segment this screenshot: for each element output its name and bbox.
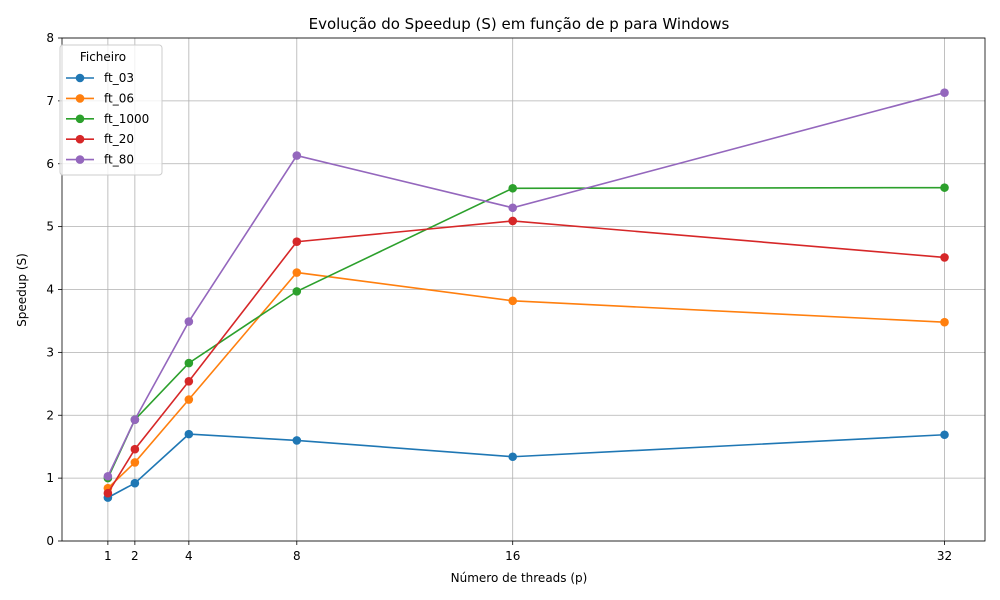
y-tick-label: 1 [46,471,54,485]
data-point-ft_03 [508,452,518,462]
y-tick-label: 5 [46,220,54,234]
data-point-ft_03 [292,436,302,445]
data-point-ft_80 [940,88,949,98]
data-point-ft_03 [130,478,140,488]
data-point-ft_80 [130,415,140,424]
legend-label-ft_03: ft_03 [104,71,134,85]
data-point-ft_20 [292,237,302,247]
data-point-ft_80 [103,471,113,481]
series [103,88,949,502]
x-tick-label: 8 [293,549,301,563]
legend-title: Ficheiro [80,50,126,64]
data-point-ft_06 [292,268,302,277]
y-tick-label: 4 [46,283,54,297]
data-point-ft_20 [508,216,518,226]
series-line-ft_20 [107,220,945,494]
data-point-ft_80 [508,203,518,213]
x-tick-label: 32 [937,549,952,563]
data-point-ft_1000 [940,183,949,192]
y-tick-label: 8 [46,31,54,45]
series-ft_06 [103,268,949,493]
data-point-ft_20 [184,376,194,386]
legend-marker-ft_03 [75,73,85,83]
legend-marker-ft_1000 [75,114,85,124]
axes: 1 2 4 8 16 32 0 1 2 3 4 5 6 7 8 [46,31,952,563]
data-point-ft_06 [184,395,194,404]
series-ft_03 [103,429,949,502]
x-axis-label: Número de threads (p) [451,571,588,585]
legend-marker-ft_80 [75,155,85,164]
series-line-ft_80 [107,91,945,477]
data-point-ft_06 [130,458,140,467]
data-point-ft_06 [940,317,949,327]
data-point-ft_80 [292,151,302,160]
legend: Ficheiro ft_03 ft_06 ft_1000 ft_20 ft_80 [59,44,163,176]
data-point-ft_80 [184,317,194,326]
x-tick-label: 2 [131,549,139,563]
legend-label-ft_80: ft_80 [104,153,134,167]
y-tick-label: 7 [46,94,54,108]
data-point-ft_1000 [184,358,194,368]
series-ft_80 [103,88,949,481]
series-line-ft_03 [107,433,945,499]
x-tick-label: 4 [185,549,193,563]
data-point-ft_20 [940,253,949,262]
y-tick-label: 0 [46,534,54,548]
y-axis-label: Speedup (S) [15,253,29,327]
legend-label-ft_20: ft_20 [104,132,134,146]
legend-label-ft_06: ft_06 [104,91,134,105]
data-point-ft_20 [130,444,140,454]
data-point-ft_20 [103,488,113,498]
y-tick-label: 2 [46,408,54,422]
data-point-ft_03 [940,430,949,440]
legend-marker-ft_20 [75,134,85,144]
legend-marker-ft_06 [75,94,85,103]
data-point-ft_06 [508,296,518,306]
series-line-ft_06 [107,271,945,489]
chart-title: Evolução do Speedup (S) em função de p p… [309,15,730,33]
legend-label-ft_1000: ft_1000 [104,112,149,126]
data-point-ft_1000 [292,287,302,296]
x-tick-label: 16 [505,549,520,563]
y-tick-label: 6 [46,157,54,171]
x-tick-label: 1 [104,549,112,563]
data-point-ft_03 [184,429,194,439]
series-ft_20 [103,216,949,498]
data-point-ft_1000 [508,183,518,193]
y-tick-label: 3 [46,345,54,359]
